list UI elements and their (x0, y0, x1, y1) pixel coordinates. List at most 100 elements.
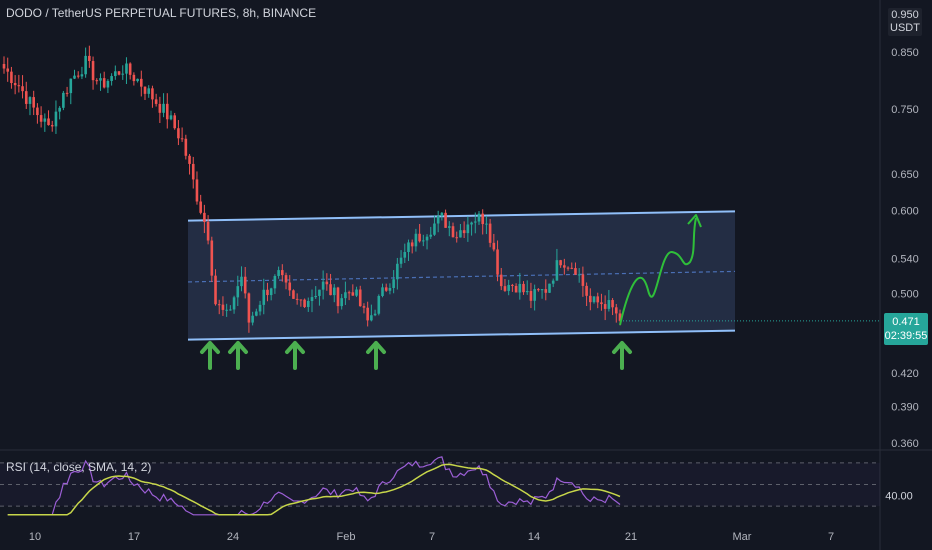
candle-body (522, 283, 525, 293)
candle-body (84, 55, 87, 75)
candle-body (540, 289, 544, 291)
candle-body (611, 300, 614, 308)
candle-body (332, 287, 336, 296)
candle-body (329, 284, 332, 296)
price-tick-label: 0.540 (891, 254, 919, 266)
candle-body (303, 299, 306, 307)
candle-body (444, 212, 447, 228)
candle-body (340, 298, 343, 307)
candle-body (358, 289, 362, 307)
candle-body (210, 240, 214, 276)
candle-body (310, 297, 314, 302)
candle-body (191, 163, 195, 180)
candle-body (240, 276, 243, 287)
candle-body (143, 86, 147, 94)
candle-body (314, 295, 318, 298)
candle-body (347, 292, 351, 294)
candle-body (39, 115, 43, 122)
channel-bottom-line (187, 329, 736, 341)
candle-body (269, 288, 273, 296)
candle-body (17, 85, 21, 87)
date-tick-label: 14 (528, 531, 540, 543)
candle-body (154, 99, 158, 104)
candle-body (36, 107, 39, 116)
candle-body (533, 289, 536, 301)
currency-label[interactable]: 0.950 USDT (888, 8, 922, 36)
date-tick-label: 10 (29, 531, 41, 543)
candle-body (32, 97, 35, 108)
candle-body (470, 222, 473, 225)
candle-body (288, 282, 292, 291)
candle-body (136, 78, 139, 82)
bar-countdown: 02:39:55 (884, 330, 928, 342)
chart-title: DODO / TetherUS PERPETUAL FUTURES, 8h, B… (6, 6, 317, 20)
candle-body (451, 226, 455, 238)
candle-body (581, 274, 585, 286)
candle-body (514, 285, 518, 293)
candle-body (488, 223, 492, 243)
up-arrow-icon (228, 341, 248, 370)
candle-body (173, 115, 176, 129)
candle-body (418, 233, 421, 242)
candle-body (165, 103, 169, 120)
candle-body (99, 78, 102, 81)
candle-body (585, 285, 588, 296)
candle-body (266, 289, 269, 296)
date-tick-label: Feb (337, 531, 356, 543)
candle-body (10, 71, 13, 84)
candle-body (24, 91, 28, 104)
candle-body (132, 74, 136, 82)
candle-body (351, 292, 355, 296)
up-arrow-icon (285, 341, 305, 370)
candle-body (462, 230, 466, 234)
top-price-label: 0.950 (891, 9, 919, 21)
candle-body (377, 296, 381, 314)
candle-body (199, 201, 202, 213)
candle-body (503, 286, 507, 291)
candle-body (529, 290, 533, 301)
date-tick-label: 7 (429, 531, 435, 543)
candle-body (195, 179, 199, 202)
candle-body (396, 263, 399, 280)
projection-arrowhead-icon (687, 214, 702, 228)
candle-body (559, 260, 562, 266)
candle-body (184, 138, 188, 156)
candle-body (69, 78, 73, 94)
candle-body (110, 76, 113, 81)
candle-body (221, 304, 225, 310)
candle-body (258, 304, 262, 312)
candle-body (128, 63, 132, 75)
price-tick-label: 0.850 (891, 47, 919, 59)
candle-body (455, 237, 459, 239)
candle-body (336, 287, 340, 307)
candle-body (392, 279, 395, 288)
channel-midline (187, 270, 736, 283)
candle-body (169, 115, 173, 120)
candle-body (507, 284, 510, 291)
candle-body (180, 138, 184, 140)
candle-body (247, 293, 251, 323)
candle-body (262, 289, 266, 305)
candle-body (299, 299, 303, 301)
candle-body (511, 284, 514, 286)
candle-body (473, 221, 477, 223)
candle-body (255, 311, 258, 316)
candle-body (496, 249, 499, 275)
candle-body (440, 212, 444, 216)
candle-body (243, 276, 247, 294)
channel-top-line (187, 210, 736, 222)
candle-body (251, 315, 254, 323)
last-price-badge: 0.471 02:39:55 (884, 313, 928, 345)
candle-body (62, 92, 65, 108)
candle-body (388, 287, 392, 291)
candle-body (544, 289, 548, 293)
price-tick-label: 0.360 (891, 438, 919, 450)
channel-fill (188, 211, 735, 340)
candle-body (58, 107, 61, 112)
candle-body (321, 281, 325, 290)
last-price: 0.471 (892, 316, 920, 328)
candle-body (589, 295, 592, 303)
candle-body (188, 155, 191, 164)
candle-body (614, 307, 618, 314)
